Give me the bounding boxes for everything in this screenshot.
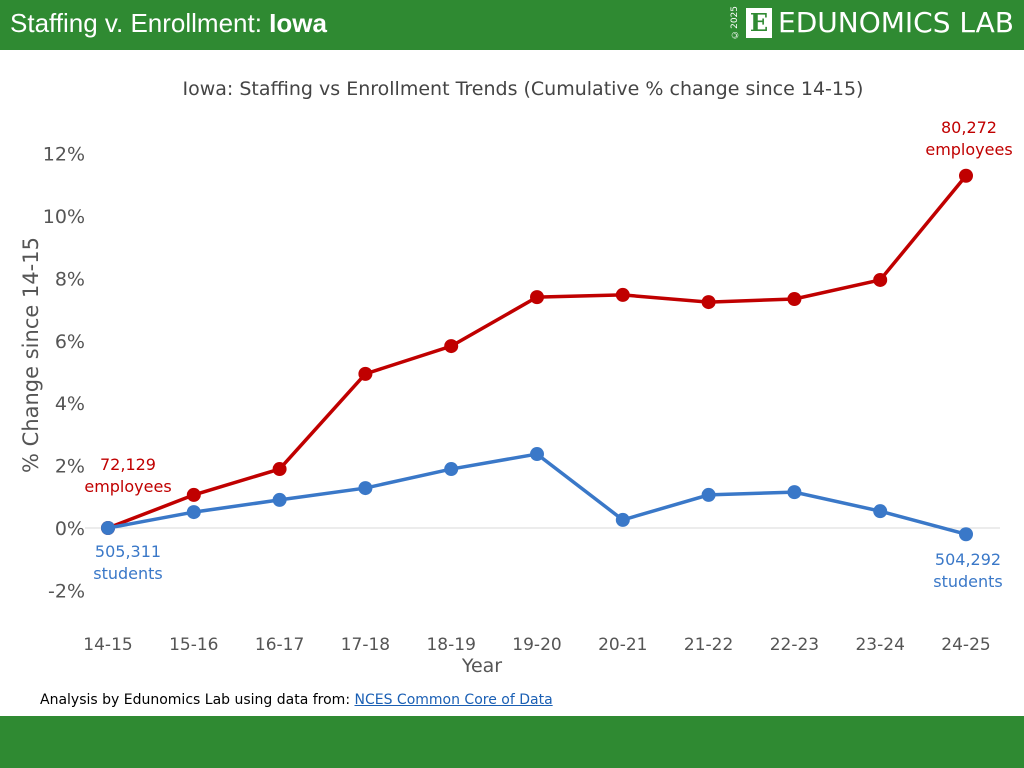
y-tick-label: 0% bbox=[55, 518, 85, 540]
enroll-point bbox=[272, 492, 287, 507]
y-tick-label: 4% bbox=[55, 393, 85, 415]
enroll-point bbox=[358, 481, 373, 496]
y-tick-label: 2% bbox=[55, 456, 85, 478]
enroll-point bbox=[873, 504, 888, 519]
staff-point bbox=[873, 272, 888, 287]
source-text: Analysis by Edunomics Lab using data fro… bbox=[40, 692, 355, 708]
y-tick-label: 10% bbox=[43, 206, 85, 228]
staff-point bbox=[530, 290, 544, 305]
staff-point bbox=[959, 168, 973, 183]
staff-point bbox=[186, 487, 201, 502]
enroll-point bbox=[444, 462, 459, 477]
line-chart: Iowa: Staffing vs Enrollment Trends (Cum… bbox=[19, 78, 1013, 677]
enroll-point bbox=[186, 505, 201, 520]
y-tick-label: 8% bbox=[55, 268, 85, 290]
y-tick-label: 12% bbox=[43, 144, 85, 166]
y-tick-label: -2% bbox=[48, 580, 85, 602]
x-tick-label: 22-23 bbox=[770, 635, 819, 655]
enroll-point bbox=[615, 512, 630, 527]
title-state: Iowa bbox=[269, 8, 327, 38]
staff-end-label: 80,272 bbox=[941, 118, 997, 137]
header-bar: Staffing v. Enrollment: Iowa ©2025 E EDU… bbox=[0, 0, 1024, 50]
staff-point bbox=[358, 366, 373, 381]
enroll-start-label: students bbox=[93, 564, 163, 583]
staff-point bbox=[787, 291, 802, 306]
x-tick-label: 14-15 bbox=[83, 635, 132, 655]
enroll-point bbox=[701, 487, 716, 502]
staff-end-label: employees bbox=[925, 140, 1012, 159]
staff-point bbox=[615, 287, 630, 302]
enroll-point bbox=[787, 485, 802, 500]
y-axis-label: % Change since 14-15 bbox=[19, 237, 43, 473]
staff-point bbox=[701, 295, 716, 310]
enroll-line bbox=[107, 452, 967, 536]
enroll-start-label: 505,311 bbox=[95, 542, 161, 561]
staff-point bbox=[444, 339, 459, 354]
x-axis-label: Year bbox=[461, 655, 502, 677]
enroll-end-label: students bbox=[933, 572, 1003, 591]
staff-start-label: employees bbox=[84, 477, 171, 496]
x-tick-label: 24-25 bbox=[941, 635, 990, 655]
staff-start-label: 72,129 bbox=[100, 455, 156, 474]
source-link[interactable]: NCES Common Core of Data bbox=[354, 692, 553, 708]
x-tick-label: 23-24 bbox=[855, 635, 904, 655]
staff-point bbox=[272, 462, 287, 477]
x-tick-label: 16-17 bbox=[255, 635, 304, 655]
page-title: Staffing v. Enrollment: Iowa bbox=[10, 8, 327, 39]
enroll-end-label: 504,292 bbox=[935, 550, 1001, 569]
logo-e-icon: E bbox=[746, 7, 773, 38]
x-tick-label: 15-16 bbox=[169, 635, 218, 655]
staff-line bbox=[107, 174, 968, 530]
y-tick-label: 6% bbox=[55, 331, 85, 353]
logo-text: EDUNOMICS LAB bbox=[778, 6, 1014, 39]
enroll-point bbox=[530, 447, 544, 462]
enroll-point bbox=[959, 527, 973, 542]
x-tick-label: 20-21 bbox=[598, 635, 647, 655]
source-note: Analysis by Edunomics Lab using data fro… bbox=[40, 692, 553, 708]
enroll-point bbox=[101, 521, 115, 535]
x-tick-label: 17-18 bbox=[341, 635, 390, 655]
footer-bar bbox=[0, 716, 1024, 768]
title-prefix: Staffing v. Enrollment: bbox=[10, 8, 270, 38]
chart-title: Iowa: Staffing vs Enrollment Trends (Cum… bbox=[183, 78, 864, 100]
x-tick-label: 21-22 bbox=[684, 635, 733, 655]
x-tick-label: 19-20 bbox=[512, 635, 561, 655]
edunomics-logo: ©2025 E EDUNOMICS LAB bbox=[730, 6, 1014, 39]
x-tick-label: 18-19 bbox=[426, 635, 475, 655]
